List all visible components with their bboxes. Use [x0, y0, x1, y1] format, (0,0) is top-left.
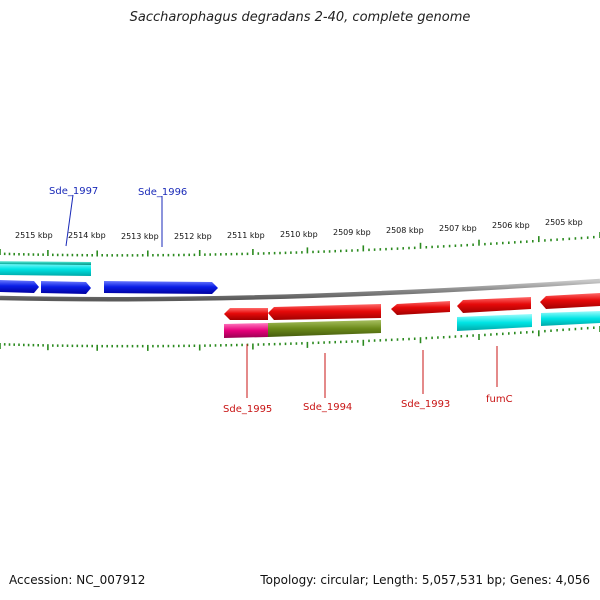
inner-tick-ring — [0, 326, 600, 351]
scale-label-2509: 2509 kbp — [333, 228, 371, 237]
scale-label-2513: 2513 kbp — [121, 232, 159, 241]
genome-summary-text: Topology: circular; Length: 5,057,531 bp… — [260, 573, 590, 587]
scale-label-2507: 2507 kbp — [439, 224, 477, 233]
scale-label-2505: 2505 kbp — [545, 218, 583, 227]
cog-bar-cyan-fumC — [457, 314, 532, 331]
scale-label-2514: 2514 kbp — [68, 231, 106, 240]
gene-label-sde-1995[interactable]: Sde_1995 — [223, 404, 272, 415]
scale-label-2511: 2511 kbp — [227, 231, 265, 240]
scale-label-2506: 2506 kbp — [492, 221, 530, 230]
gene-arrow-forward-2[interactable] — [41, 281, 91, 294]
gene-label-sde-1994[interactable]: Sde_1994 — [303, 402, 352, 413]
scale-label-2515: 2515 kbp — [15, 231, 53, 240]
cog-bar-magenta — [224, 323, 268, 338]
gene-label-fumC[interactable]: fumC — [486, 394, 513, 405]
gene-label-sde-1993[interactable]: Sde_1993 — [401, 399, 450, 410]
genome-backbone — [0, 278, 600, 302]
leader-line-sde-1997 — [65, 194, 74, 247]
cog-bar-forward-teal — [0, 261, 91, 265]
gene-arrow-sde-1993[interactable] — [391, 301, 450, 315]
gene-arrow-sde-1995[interactable] — [224, 308, 268, 320]
accession-text: Accession: NC_007912 — [9, 573, 146, 587]
cog-bar-olive — [268, 320, 381, 337]
map-title: Saccharophagus degradans 2-40, complete … — [129, 10, 471, 25]
cog-bar-forward-cyan — [0, 262, 91, 276]
gene-arrow-sde-1994[interactable] — [268, 304, 381, 320]
gene-arrow-reverse-5[interactable] — [540, 293, 600, 309]
gene-label-sde-1996[interactable]: Sde_1996 — [138, 187, 187, 198]
scale-label-2508: 2508 kbp — [386, 226, 424, 235]
gene-arrow-fumC[interactable] — [457, 297, 531, 313]
gene-arrow-sde-1996[interactable] — [104, 281, 218, 294]
gene-arrow-forward-1[interactable] — [0, 280, 39, 293]
scale-labels: 2515 kbp 2514 kbp 2513 kbp 2512 kbp 2511… — [15, 218, 583, 241]
gene-label-sde-1997[interactable]: Sde_1997 — [49, 186, 98, 197]
outer-tick-ring — [0, 232, 600, 257]
scale-label-2512: 2512 kbp — [174, 232, 212, 241]
scale-label-2510: 2510 kbp — [280, 230, 318, 239]
cog-bar-cyan-right — [541, 311, 600, 326]
